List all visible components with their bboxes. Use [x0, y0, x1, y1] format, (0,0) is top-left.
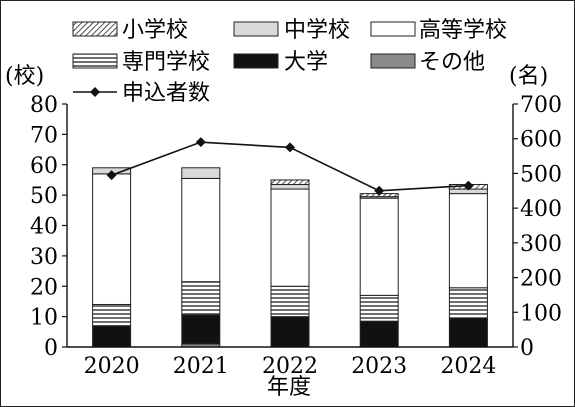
- applicants-point: [285, 142, 295, 153]
- x-tick-label: 2023: [351, 354, 407, 379]
- y-left-tick-label: 10: [30, 306, 58, 331]
- chart-legend: 小学校 中学校 高等学校 専門学校 大学 その他: [72, 18, 507, 106]
- bar-segment-hlines-2021: [181, 281, 221, 316]
- legend-item-university: 大学: [233, 50, 328, 75]
- x-tick-label: 2020: [84, 354, 140, 379]
- y-left-tick-label: 0: [44, 336, 58, 361]
- y-right-tick-label: 300: [520, 232, 562, 257]
- bar-segment-hlines-2022: [270, 285, 310, 318]
- bar-segment-white-2022: [270, 188, 310, 287]
- y-left-tick-label: 80: [30, 93, 58, 118]
- y-axis-right-unit: (名): [509, 64, 548, 89]
- legend-label-junior-high: 中学校: [284, 18, 350, 43]
- bar-segment-hlines-2020: [92, 303, 132, 327]
- bar-segment-lightgray-2021: [181, 167, 221, 179]
- applicants-point: [106, 170, 117, 181]
- legend-label-vocational: 専門学校: [122, 50, 210, 75]
- y-right-tick-label: 200: [520, 267, 562, 292]
- legend-marker-applicants: [90, 87, 100, 97]
- legend-swatch-high-school: [370, 21, 416, 37]
- y-left-tick-label: 60: [30, 154, 58, 179]
- applicants-point: [195, 137, 206, 148]
- bar-segment-white-2023: [359, 197, 399, 296]
- y-right-tick-label: 500: [520, 162, 562, 187]
- y-right-tick-label: 100: [520, 301, 562, 326]
- applicants-line: [106, 137, 474, 196]
- bar-segment-hlines-2024: [448, 287, 488, 319]
- y-left-tick-label: 50: [30, 184, 58, 209]
- bar-segment-diag-2022: [270, 179, 310, 185]
- legend-swatch-other: [370, 53, 416, 69]
- legend-swatch-university: [233, 53, 279, 69]
- legend-label-applicants: 申込者数: [122, 81, 210, 106]
- legend-item-other: その他: [370, 50, 485, 75]
- bar-segment-white-2020: [92, 173, 132, 305]
- x-tick-label: 2021: [173, 354, 229, 379]
- legend-item-applicants: 申込者数: [73, 81, 210, 106]
- y-left-tick-label: 30: [30, 245, 58, 270]
- y-right-tick-label: 600: [520, 128, 562, 153]
- axis-ticks: 0 10 20 30 40 50 60 70 80 0 100 200 300 400 500 600 700: [30, 93, 562, 361]
- bar-segment-black-2024: [448, 317, 488, 348]
- bar-segment-black-2021: [181, 314, 221, 345]
- legend-label-university: 大学: [284, 50, 328, 75]
- x-axis-title: 年度: [267, 375, 311, 400]
- y-left-tick-label: 20: [30, 275, 58, 300]
- legend-item-high-school: 高等学校: [370, 18, 507, 43]
- y-left-tick-label: 40: [30, 215, 58, 240]
- legend-label-other: その他: [419, 50, 485, 75]
- y-axis-left-unit: (校): [5, 64, 44, 89]
- y-right-tick-label: 700: [520, 93, 562, 118]
- bar-segment-black-2020: [92, 325, 132, 348]
- bar-stacks: [92, 167, 488, 348]
- y-left-tick-label: 70: [30, 123, 58, 148]
- applicants-point: [463, 180, 474, 191]
- x-tick-labels: 2020 2021 2022 2023 2024: [84, 354, 497, 379]
- applicants-point: [374, 185, 385, 196]
- bar-segment-black-2022: [270, 316, 310, 348]
- x-tick-label: 2024: [440, 354, 496, 379]
- legend-label-small-school: 小学校: [122, 18, 188, 43]
- x-tick-label: 2022: [262, 354, 318, 379]
- y-right-tick-label: 400: [520, 197, 562, 222]
- bar-segment-lightgray-2022: [270, 183, 310, 190]
- legend-item-vocational: 専門学校: [72, 50, 210, 75]
- legend-swatch-vocational: [72, 53, 118, 69]
- legend-swatch-junior-high: [233, 21, 279, 37]
- legend-item-junior-high: 中学校: [233, 18, 350, 43]
- bar-segment-white-2021: [181, 177, 221, 283]
- legend-label-high-school: 高等学校: [419, 18, 507, 43]
- axes: [66, 104, 514, 348]
- bar-segment-black-2023: [359, 320, 399, 348]
- legend-item-small-school: 小学校: [72, 18, 188, 43]
- y-right-tick-label: 0: [520, 336, 534, 361]
- bar-segment-hlines-2023: [359, 294, 399, 322]
- legend-swatch-small-school: [72, 21, 118, 37]
- bar-segment-white-2024: [448, 193, 488, 289]
